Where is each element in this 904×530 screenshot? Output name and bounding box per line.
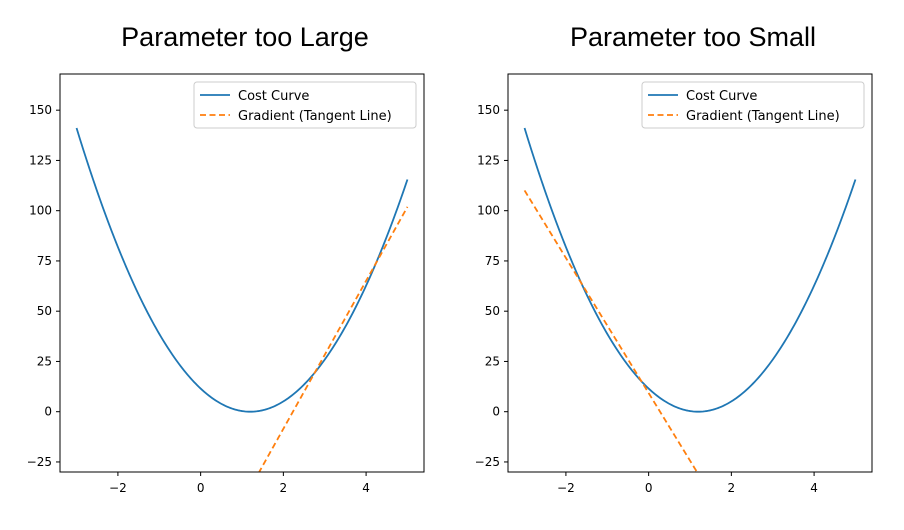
y-tick-label: 0 <box>44 405 52 419</box>
y-tick-label: 150 <box>29 103 52 117</box>
y-tick-label: 75 <box>485 254 500 268</box>
y-tick-label: 0 <box>492 405 500 419</box>
chart-title-left: Parameter too Large <box>121 22 369 52</box>
x-tick-label: 2 <box>728 481 736 495</box>
y-tick-label: 75 <box>37 254 52 268</box>
y-tick-label: −25 <box>27 455 52 469</box>
y-tick-label: 100 <box>477 204 500 218</box>
x-tick-label: 2 <box>280 481 288 495</box>
cost-curve-line <box>75 127 409 413</box>
legend-label: Gradient (Tangent Line) <box>238 109 392 124</box>
x-tick-label: −2 <box>557 481 575 495</box>
legend-label: Cost Curve <box>238 89 309 104</box>
y-tick-label: −25 <box>475 455 500 469</box>
chart-title-right: Parameter too Small <box>569 22 817 52</box>
cost-curve-line <box>523 127 857 413</box>
x-tick-label: 4 <box>810 481 818 495</box>
chart-panel-right: −25 0 25 50 75 100 125 150 −2 0 2 4 Cost Curve Gradie… <box>475 73 873 495</box>
plot-frame <box>59 73 425 473</box>
y-tick-label: 125 <box>477 153 500 167</box>
y-tick-label: 100 <box>29 204 52 218</box>
y-tick-label: 50 <box>37 304 52 318</box>
x-tick-label: 0 <box>645 481 653 495</box>
legend-box <box>641 81 865 129</box>
chart-panel-left: −25 0 25 50 75 100 125 150 −2 0 2 4 Cost Curve Gradie… <box>27 73 425 495</box>
x-tick-label: 0 <box>197 481 205 495</box>
y-tick-label: 150 <box>477 103 500 117</box>
y-tick-label: 125 <box>29 153 52 167</box>
legend-box <box>193 81 417 129</box>
legend: Cost Curve Gradient (Tangent Line) <box>193 81 417 129</box>
y-tick-label: 50 <box>485 304 500 318</box>
tangent-line <box>523 189 699 472</box>
legend: Cost Curve Gradient (Tangent Line) <box>641 81 865 129</box>
legend-label: Gradient (Tangent Line) <box>686 109 840 124</box>
y-tick-label: 25 <box>37 354 52 368</box>
legend-label: Cost Curve <box>686 89 757 104</box>
x-tick-label: −2 <box>109 481 127 495</box>
plot-frame <box>507 73 873 473</box>
series-group <box>75 127 409 472</box>
tangent-line <box>258 206 409 472</box>
x-tick-label: 4 <box>362 481 370 495</box>
y-tick-label: 25 <box>485 354 500 368</box>
series-group <box>523 127 857 472</box>
